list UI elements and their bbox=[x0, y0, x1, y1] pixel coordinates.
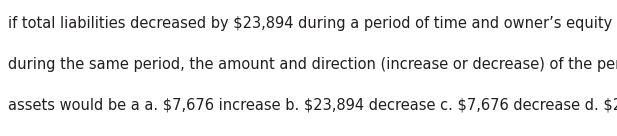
Text: assets would be a a. $7,676 increase b. $23,894 decrease c. $7,676 decrease d. $: assets would be a a. $7,676 increase b. … bbox=[8, 98, 617, 113]
Text: during the same period, the amount and direction (increase or decrease) of the p: during the same period, the amount and d… bbox=[8, 57, 617, 72]
Text: if total liabilities decreased by $23,894 during a period of time and owner’s eq: if total liabilities decreased by $23,89… bbox=[8, 16, 617, 31]
